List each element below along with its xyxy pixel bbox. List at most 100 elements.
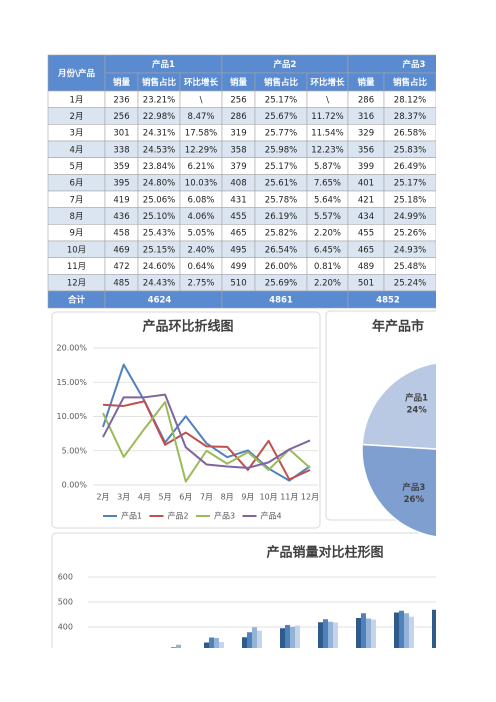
column-header: 销量	[113, 77, 131, 88]
column-header: 环比增长	[310, 77, 345, 88]
table-cell-text: 23.21%	[143, 95, 175, 105]
pie-slice	[361, 362, 436, 450]
bar	[209, 637, 214, 648]
pie-label-name: 产品3	[402, 482, 425, 493]
table-cell-text: 356	[358, 145, 374, 155]
table-cell-text: 510	[230, 279, 246, 289]
bar	[214, 638, 219, 648]
chart-title: 年产品市	[372, 319, 424, 335]
table-cell-text: 25.98%	[265, 145, 297, 155]
table-cell-text: 495	[230, 245, 246, 255]
table-cell-text: 25.83%	[394, 145, 426, 155]
bar	[485, 607, 490, 702]
bar	[285, 625, 290, 648]
table-cell-text: 6.45%	[314, 245, 341, 255]
table-cell-text: 6.21%	[187, 162, 214, 172]
table-cell-text: 25.69%	[265, 279, 297, 289]
table-cell-text: 25.24%	[394, 279, 426, 289]
bar	[219, 642, 224, 648]
table-cell-text: 25.26%	[394, 229, 426, 239]
table-cell-text: 9月	[70, 229, 84, 239]
pie-label-value: 24%	[406, 405, 427, 415]
bar	[181, 652, 186, 702]
table-cell-text: 5.87%	[314, 162, 341, 172]
series-line	[102, 393, 311, 469]
table-cell-text: 485	[113, 279, 129, 289]
pie-label-name: 产品1	[405, 392, 428, 403]
column-header: 销售占比	[142, 77, 177, 88]
table-cell	[47, 54, 106, 92]
bar	[138, 648, 143, 702]
table-cell-text: 358	[230, 145, 246, 155]
table-cell-text: 338	[113, 145, 129, 155]
y-tick-label: 15.00%	[56, 378, 87, 387]
table-cell-text: 25.06%	[143, 195, 175, 205]
table-cell-text: 23.84%	[143, 162, 175, 172]
legend-label: 产品1	[121, 511, 142, 521]
total-value: 4852	[376, 296, 400, 306]
table-cell-text: 329	[358, 129, 374, 139]
table-cell-text: 26.49%	[394, 162, 426, 172]
table-cell-text: 25.78%	[265, 195, 297, 205]
table-cell-text: 465	[230, 229, 246, 239]
table-cell-text: 17.58%	[185, 129, 217, 139]
chart-title: 产品环比折线图	[142, 319, 233, 335]
table-cell-text: 419	[113, 195, 129, 205]
table-cell-text: \	[200, 95, 203, 105]
x-tick-label: 10月	[260, 493, 278, 502]
bar	[333, 622, 338, 648]
table-cell-text: 28.12%	[394, 95, 426, 105]
table-cell-text: 25.48%	[394, 262, 426, 272]
bar	[252, 627, 257, 648]
table-cell-text: 6.08%	[187, 195, 214, 205]
table-cell-text: 395	[113, 179, 129, 189]
bar	[399, 610, 404, 648]
series-line	[102, 401, 311, 483]
bar	[133, 656, 138, 702]
x-tick-label: 4月	[138, 493, 151, 502]
table-cell-text: 11.72%	[311, 112, 343, 122]
table-cell-text: 8月	[70, 212, 84, 222]
table-cell-text: 4月	[70, 145, 84, 155]
total-value: 4624	[148, 296, 172, 306]
series-line	[102, 400, 311, 481]
bar	[442, 611, 447, 702]
table-cell-text: 4.06%	[187, 212, 214, 222]
bar	[100, 656, 105, 702]
table-cell-text: \	[326, 95, 329, 105]
table-cell-text: 236	[113, 95, 129, 105]
table-cell-text: 399	[358, 162, 374, 172]
table-cell-text: 6月	[70, 179, 84, 189]
table-cell-text: 22.98%	[143, 112, 175, 122]
table-cell-text: 1月	[70, 95, 84, 105]
x-tick-label: 3月	[117, 493, 130, 502]
table-cell-text: 455	[358, 229, 374, 239]
bar	[295, 625, 300, 648]
table-cell-text: 431	[230, 195, 246, 205]
table-cell-text: 11.54%	[311, 129, 343, 139]
series-line	[102, 363, 311, 482]
table-cell-text: 501	[358, 279, 374, 289]
table-cell-text: 455	[230, 212, 246, 222]
bar	[328, 621, 333, 648]
x-tick-label: 12月	[301, 493, 319, 502]
bar	[432, 609, 436, 648]
table-cell-text: 301	[113, 129, 129, 139]
bar	[475, 602, 480, 702]
x-tick-label: 11月	[280, 493, 298, 502]
column-header: 销量	[230, 77, 248, 88]
bar	[366, 618, 371, 648]
table-cell-text: 10.03%	[185, 179, 217, 189]
table-cell-text: 7月	[70, 195, 84, 205]
table-cell-text: 421	[358, 195, 374, 205]
bar	[90, 668, 95, 702]
legend-label: 产品2	[168, 511, 189, 521]
table-cell-text: 24.43%	[143, 279, 175, 289]
table-cell-text: 26.19%	[265, 212, 297, 222]
y-tick-label: 20.00%	[56, 344, 87, 353]
table-cell-text: 5.64%	[314, 195, 341, 205]
legend-label: 产品3	[214, 511, 235, 521]
table-cell-text: 25.67%	[265, 112, 297, 122]
